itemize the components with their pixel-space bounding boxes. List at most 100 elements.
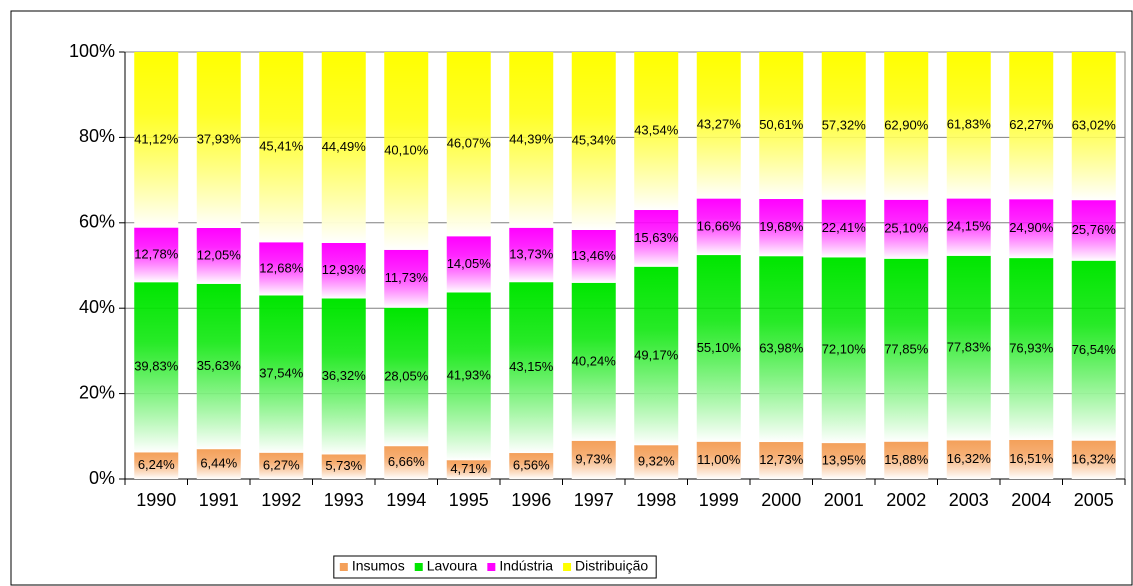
- data-label: 43,54%: [634, 122, 679, 137]
- data-label: 76,93%: [1009, 340, 1054, 355]
- bar-segment: [196, 449, 241, 479]
- bar-segment: [384, 446, 429, 479]
- legend-swatch: [339, 563, 348, 571]
- bar-segment: [1009, 258, 1054, 440]
- bar-segment: [821, 52, 866, 200]
- data-label: 15,63%: [634, 230, 679, 245]
- data-label: 43,15%: [509, 359, 554, 374]
- bar-segment: [196, 283, 241, 450]
- bar-segment: [384, 307, 429, 447]
- legend-label: Insumos: [352, 558, 405, 574]
- bar-segment: [759, 52, 804, 200]
- data-label: 13,73%: [509, 246, 554, 261]
- legend-label: Lavoura: [427, 558, 478, 574]
- bar-segment: [884, 441, 929, 479]
- data-label: 37,54%: [259, 366, 304, 381]
- bar-segment: [509, 227, 554, 283]
- x-tick-label: 1991: [199, 490, 239, 510]
- bar-segment: [259, 452, 304, 479]
- bar-segment: [696, 52, 741, 199]
- y-tick-label: 40%: [79, 297, 115, 317]
- data-label: 35,63%: [197, 358, 242, 373]
- bar-segment: [1071, 440, 1116, 479]
- data-label: 6,44%: [200, 456, 237, 471]
- data-label: 24,15%: [947, 219, 992, 234]
- data-label: 25,76%: [1072, 222, 1117, 237]
- bar-segment: [884, 258, 929, 442]
- data-label: 9,73%: [575, 451, 612, 466]
- bar-segment: [759, 256, 804, 443]
- data-label: 62,27%: [1009, 117, 1054, 132]
- bar-segment: [821, 199, 866, 258]
- legend-label: Indústria: [499, 558, 553, 574]
- bar-segment: [884, 52, 929, 200]
- x-tick-label: 2002: [886, 490, 926, 510]
- data-label: 12,73%: [759, 452, 804, 467]
- x-tick-label: 1995: [449, 490, 489, 510]
- data-label: 72,10%: [822, 342, 867, 357]
- data-label: 9,32%: [638, 454, 675, 469]
- bar-segment: [1009, 52, 1054, 200]
- data-label: 44,39%: [509, 131, 554, 146]
- x-tick-label: 1992: [261, 490, 301, 510]
- data-label: 12,78%: [134, 246, 179, 261]
- data-label: 15,88%: [884, 452, 929, 467]
- bar-segment: [1071, 200, 1116, 261]
- bar-segment: [696, 255, 741, 442]
- x-tick-label: 2000: [761, 490, 801, 510]
- data-label: 39,83%: [134, 359, 179, 374]
- data-label: 22,41%: [822, 220, 867, 235]
- data-label: 16,32%: [947, 451, 992, 466]
- data-label: 45,34%: [572, 132, 617, 147]
- data-label: 12,93%: [322, 262, 367, 277]
- data-label: 55,10%: [697, 340, 742, 355]
- bar-segment: [634, 445, 679, 479]
- bar-segment: [321, 298, 366, 455]
- bar-segment: [571, 229, 616, 283]
- bar-segment: [1009, 439, 1054, 479]
- bar-segment: [259, 52, 304, 243]
- data-label: 4,71%: [450, 461, 487, 476]
- data-label: 12,68%: [259, 260, 304, 275]
- bar-segment: [321, 454, 366, 479]
- data-label: 36,32%: [322, 368, 367, 383]
- data-label: 63,02%: [1072, 118, 1117, 133]
- x-tick-label: 1994: [386, 490, 426, 510]
- bar-segment: [634, 210, 679, 267]
- data-label: 61,83%: [947, 117, 992, 132]
- x-tick-label: 1996: [511, 490, 551, 510]
- bar-segment: [946, 255, 991, 441]
- bar-segment: [884, 199, 929, 259]
- y-tick-label: 20%: [79, 382, 115, 402]
- bar-segment: [821, 257, 866, 444]
- bar-segment: [509, 52, 554, 228]
- data-label: 49,17%: [634, 347, 679, 362]
- x-tick-label: 1997: [574, 490, 614, 510]
- data-label: 6,24%: [138, 457, 175, 472]
- data-label: 40,10%: [384, 142, 429, 157]
- bar-segment: [384, 249, 429, 308]
- data-label: 62,90%: [884, 117, 929, 132]
- data-label: 50,61%: [759, 117, 804, 132]
- data-label: 63,98%: [759, 341, 804, 356]
- data-label: 41,12%: [134, 131, 179, 146]
- bar-segment: [759, 442, 804, 479]
- y-tick-label: 100%: [69, 41, 115, 61]
- bar-segment: [696, 198, 741, 256]
- legend: Insumos Lavoura Indústria Distribuição: [333, 555, 657, 579]
- bar-segment: [1009, 199, 1054, 259]
- data-label: 11,00%: [697, 452, 741, 467]
- data-label: 41,93%: [447, 368, 492, 383]
- data-label: 44,49%: [322, 139, 367, 154]
- data-label: 24,90%: [1009, 220, 1054, 235]
- data-label: 45,41%: [259, 139, 304, 154]
- data-label: 6,56%: [513, 457, 550, 472]
- bar-segment: [446, 460, 491, 479]
- data-label: 16,32%: [1072, 451, 1117, 466]
- bar-segment: [634, 266, 679, 446]
- bar-segment: [946, 198, 991, 256]
- x-tick-label: 1993: [324, 490, 364, 510]
- data-label: 5,73%: [325, 458, 362, 473]
- y-tick-label: 60%: [79, 212, 115, 232]
- bar-segment: [634, 52, 679, 211]
